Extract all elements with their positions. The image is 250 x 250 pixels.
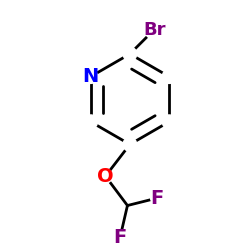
Circle shape: [84, 70, 98, 84]
Text: N: N: [82, 67, 99, 86]
Circle shape: [123, 47, 137, 61]
Circle shape: [151, 192, 163, 204]
Circle shape: [84, 115, 98, 129]
Text: O: O: [97, 167, 114, 186]
Circle shape: [144, 20, 164, 39]
Text: F: F: [114, 228, 127, 247]
Circle shape: [98, 169, 112, 183]
Circle shape: [123, 138, 137, 151]
Text: F: F: [150, 189, 164, 208]
Circle shape: [114, 231, 126, 243]
Circle shape: [162, 115, 176, 129]
Circle shape: [162, 70, 176, 84]
Text: Br: Br: [143, 20, 166, 38]
